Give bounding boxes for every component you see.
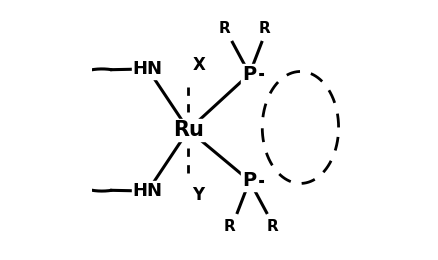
Text: R: R [259, 21, 271, 36]
Text: P: P [243, 171, 257, 190]
Text: R: R [223, 219, 235, 234]
Text: Ru: Ru [173, 120, 204, 140]
Text: P: P [243, 64, 257, 83]
Text: HN: HN [133, 182, 163, 200]
Text: HN: HN [133, 60, 163, 78]
Text: R: R [267, 219, 278, 234]
Text: R: R [218, 21, 230, 36]
Text: Y: Y [193, 186, 205, 204]
Text: X: X [192, 56, 205, 74]
